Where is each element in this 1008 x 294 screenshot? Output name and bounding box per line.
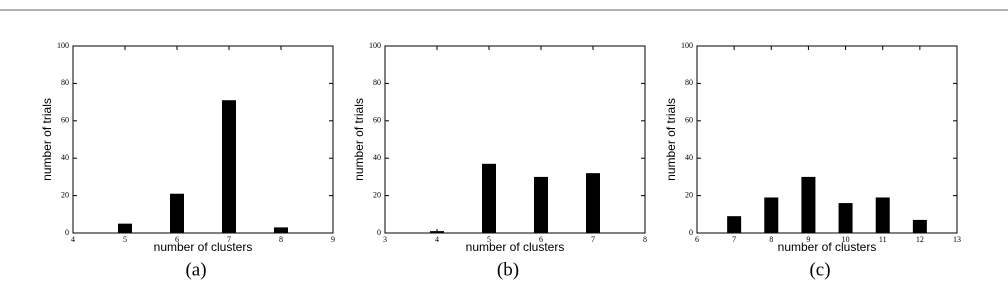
y-tick-label: 40 bbox=[685, 153, 693, 162]
bar bbox=[118, 223, 132, 233]
caption: (b) bbox=[497, 259, 519, 280]
bar bbox=[222, 100, 236, 233]
x-axis-label: number of clusters bbox=[778, 240, 877, 254]
y-tick-label: 80 bbox=[61, 78, 69, 87]
x-axis-label: number of clusters bbox=[154, 240, 253, 254]
bar bbox=[801, 176, 816, 233]
x-tick-label: 4 bbox=[435, 235, 439, 244]
y-tick-label: 80 bbox=[373, 78, 381, 87]
y-tick-label: 0 bbox=[689, 228, 693, 237]
x-tick-label: 6 bbox=[695, 235, 699, 244]
plot-frame bbox=[696, 45, 958, 234]
y-tick-label: 60 bbox=[373, 116, 381, 125]
x-tick-label: 4 bbox=[71, 235, 75, 244]
y-tick-label: 80 bbox=[685, 78, 693, 87]
plot-frame bbox=[384, 45, 646, 234]
bar bbox=[875, 197, 890, 233]
x-tick-label: 8 bbox=[643, 235, 647, 244]
x-axis-label: number of clusters bbox=[466, 240, 565, 254]
x-tick-label: 12 bbox=[916, 235, 924, 244]
bar bbox=[482, 163, 496, 233]
y-tick-label: 40 bbox=[373, 153, 381, 162]
bar bbox=[586, 173, 600, 233]
y-tick-label: 20 bbox=[685, 190, 693, 199]
y-tick-label: 60 bbox=[685, 116, 693, 125]
caption: (a) bbox=[185, 259, 206, 280]
y-tick-label: 20 bbox=[373, 190, 381, 199]
bar bbox=[912, 219, 927, 233]
x-tick-label: 7 bbox=[591, 235, 595, 244]
x-tick-label: 6 bbox=[539, 235, 543, 244]
y-tick-label: 0 bbox=[377, 228, 381, 237]
bar bbox=[170, 193, 184, 233]
y-tick-label: 20 bbox=[61, 190, 69, 199]
x-tick-label: 10 bbox=[842, 235, 850, 244]
caption: (c) bbox=[809, 259, 830, 280]
y-axis-label: number of trials bbox=[664, 98, 678, 181]
bar bbox=[838, 203, 853, 233]
x-tick-label: 5 bbox=[487, 235, 491, 244]
y-axis-label: number of trials bbox=[40, 98, 54, 181]
y-tick-label: 40 bbox=[61, 153, 69, 162]
plot-frame bbox=[72, 45, 334, 234]
x-tick-label: 3 bbox=[383, 235, 387, 244]
y-tick-label: 0 bbox=[65, 228, 69, 237]
y-tick-label: 60 bbox=[61, 116, 69, 125]
x-tick-label: 6 bbox=[175, 235, 179, 244]
x-tick-label: 13 bbox=[953, 235, 961, 244]
x-tick-label: 7 bbox=[227, 235, 231, 244]
bar bbox=[727, 216, 742, 233]
bar bbox=[534, 176, 548, 233]
bar bbox=[430, 231, 444, 233]
x-tick-label: 8 bbox=[279, 235, 283, 244]
bar bbox=[274, 227, 288, 233]
y-tick-label: 100 bbox=[57, 41, 69, 50]
y-tick-label: 100 bbox=[369, 41, 381, 50]
y-tick-label: 100 bbox=[681, 41, 693, 50]
x-tick-label: 7 bbox=[732, 235, 736, 244]
x-tick-label: 9 bbox=[806, 235, 810, 244]
x-tick-label: 5 bbox=[123, 235, 127, 244]
bar bbox=[764, 197, 779, 233]
x-tick-label: 11 bbox=[879, 235, 887, 244]
x-tick-label: 8 bbox=[769, 235, 773, 244]
x-tick-label: 9 bbox=[331, 235, 335, 244]
y-axis-label: number of trials bbox=[352, 98, 366, 181]
